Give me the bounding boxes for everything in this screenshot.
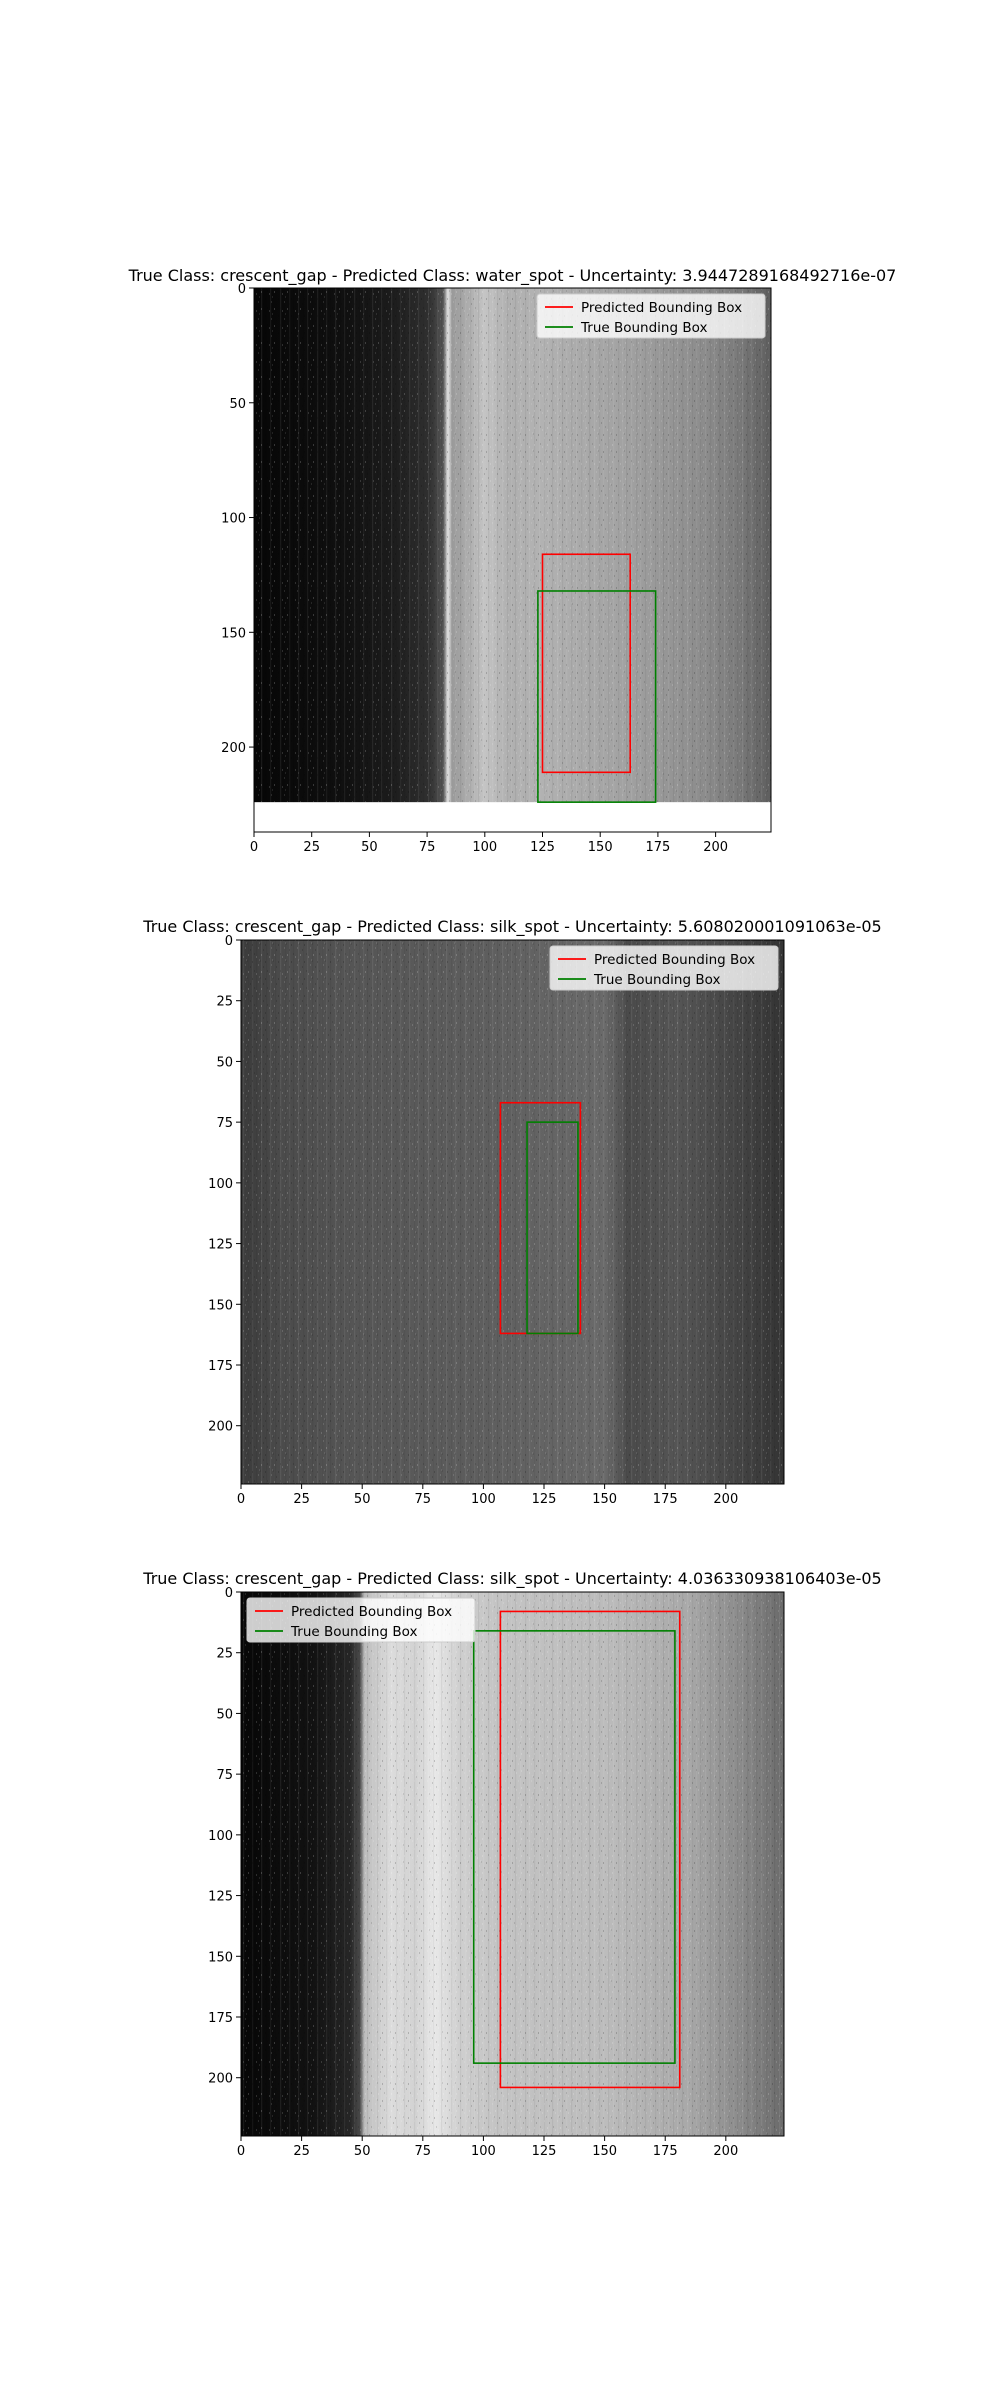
y-tick-label: 200 <box>221 741 246 756</box>
legend-label-predicted: Predicted Bounding Box <box>581 300 742 316</box>
x-tick-label: 150 <box>588 840 613 855</box>
legend-box <box>246 1597 476 1643</box>
x-tick-label: 75 <box>415 2144 432 2159</box>
x-tick-label: 200 <box>713 1492 738 1507</box>
legend-label-true: True Bounding Box <box>290 1624 417 1640</box>
x-tick-label: 0 <box>250 840 258 855</box>
legend-box <box>549 945 779 991</box>
x-tick-label: 25 <box>293 1492 310 1507</box>
y-tick-label: 50 <box>229 397 246 412</box>
legend: Predicted Bounding Box True Bounding Box <box>246 1597 476 1643</box>
y-tick-label: 175 <box>208 2011 233 2026</box>
y-tick-label: 0 <box>238 282 246 297</box>
y-tick-label: 125 <box>208 1890 233 1905</box>
subplot-1: True Class: crescent_gap - Predicted Cla… <box>128 266 897 855</box>
axes-frame <box>240 1591 785 2137</box>
x-tick-label: 175 <box>645 840 670 855</box>
x-tick-label: 125 <box>532 1492 557 1507</box>
y-tick-label: 75 <box>216 1116 233 1131</box>
x-tick-label: 200 <box>703 840 728 855</box>
true-bounding-box <box>537 590 657 803</box>
x-tick-label: 50 <box>354 2144 371 2159</box>
image-noise <box>241 940 784 1484</box>
legend: Predicted Bounding Box True Bounding Box <box>549 945 779 991</box>
y-tick-label: 100 <box>221 512 246 527</box>
y-tick-label: 150 <box>208 1950 233 1965</box>
y-tick-label: 0 <box>225 934 233 949</box>
subplot-3: True Class: crescent_gap - Predicted Cla… <box>142 1569 881 2159</box>
x-tick-label: 100 <box>471 2144 496 2159</box>
legend-label-true: True Bounding Box <box>593 972 720 988</box>
x-tick-label: 25 <box>293 2144 310 2159</box>
y-tick-label: 150 <box>221 626 246 641</box>
legend-label-predicted: Predicted Bounding Box <box>291 1604 452 1620</box>
y-tick-label: 175 <box>208 1359 233 1374</box>
x-tick-label: 100 <box>472 840 497 855</box>
x-tick-label: 75 <box>419 840 436 855</box>
y-tick-label: 50 <box>216 1055 233 1070</box>
subplot-title: True Class: crescent_gap - Predicted Cla… <box>128 266 897 286</box>
x-tick-label: 175 <box>653 1492 678 1507</box>
axes-frame <box>240 939 785 1485</box>
legend-box <box>536 293 766 339</box>
x-tick-label: 100 <box>471 1492 496 1507</box>
y-tick-label: 200 <box>208 1420 233 1435</box>
subplot-title: True Class: crescent_gap - Predicted Cla… <box>142 917 881 937</box>
y-tick-label: 0 <box>225 1586 233 1601</box>
x-tick-label: 0 <box>237 2144 245 2159</box>
x-tick-label: 150 <box>592 1492 617 1507</box>
x-tick-label: 150 <box>592 2144 617 2159</box>
x-tick-label: 25 <box>303 840 320 855</box>
legend: Predicted Bounding Box True Bounding Box <box>536 293 766 339</box>
x-tick-label: 125 <box>532 2144 557 2159</box>
x-tick-label: 50 <box>354 1492 371 1507</box>
subplot-2: True Class: crescent_gap - Predicted Cla… <box>142 917 881 1507</box>
y-tick-label: 25 <box>216 995 233 1010</box>
legend-label-predicted: Predicted Bounding Box <box>594 952 755 968</box>
legend-label-true: True Bounding Box <box>580 320 707 336</box>
y-tick-label: 100 <box>208 1177 233 1192</box>
x-tick-label: 175 <box>653 2144 678 2159</box>
true-bounding-box <box>526 1121 579 1335</box>
axes-frame <box>253 287 772 833</box>
y-tick-label: 100 <box>208 1829 233 1844</box>
y-tick-label: 75 <box>216 1768 233 1783</box>
image-noise <box>254 288 771 803</box>
true-bounding-box <box>472 1630 676 2064</box>
x-tick-label: 200 <box>713 2144 738 2159</box>
y-tick-label: 200 <box>208 2072 233 2087</box>
subplot-title: True Class: crescent_gap - Predicted Cla… <box>142 1569 881 1589</box>
y-tick-label: 25 <box>216 1647 233 1662</box>
image-noise <box>241 1592 784 2136</box>
x-tick-label: 125 <box>530 840 555 855</box>
x-tick-label: 0 <box>237 1492 245 1507</box>
y-tick-label: 50 <box>216 1707 233 1722</box>
y-tick-label: 150 <box>208 1298 233 1313</box>
x-tick-label: 50 <box>361 840 378 855</box>
predicted-bounding-box <box>499 1610 681 2089</box>
predicted-bounding-box <box>541 553 632 774</box>
x-tick-label: 75 <box>415 1492 432 1507</box>
y-tick-label: 125 <box>208 1238 233 1253</box>
